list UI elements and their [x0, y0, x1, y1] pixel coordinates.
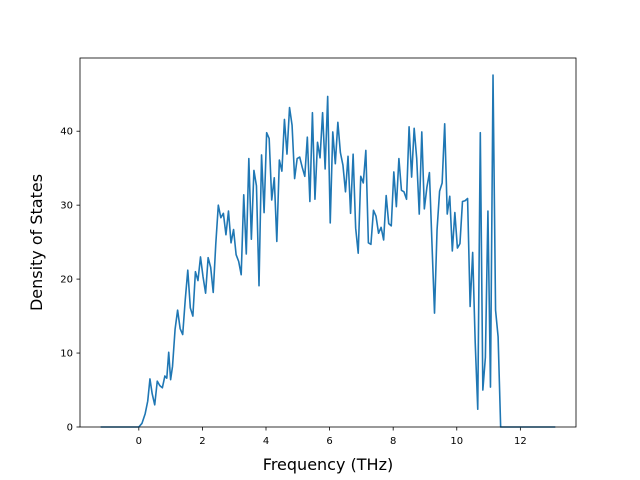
x-tick-label: 2: [199, 436, 205, 447]
x-tick-label: 12: [514, 436, 527, 447]
y-tick-label: 10: [60, 349, 73, 360]
x-tick-label: 6: [326, 436, 332, 447]
plot-area-frame: [79, 57, 577, 428]
y-tick-label: 20: [60, 275, 73, 286]
x-axis-label: Frequency (THz): [263, 455, 393, 474]
dos-series-line: [100, 74, 556, 428]
y-tick-label: 0: [67, 423, 73, 434]
x-tick-label: 4: [263, 436, 269, 447]
y-axis-label: Density of States: [27, 174, 46, 311]
y-tick-label: 30: [60, 201, 73, 212]
x-tick-label: 0: [136, 436, 142, 447]
y-tick-label: 40: [60, 127, 73, 138]
y-ticks: 0 10 20 30 40: [60, 127, 80, 434]
x-tick-label: 10: [450, 436, 463, 447]
x-ticks: 0 2 4 6 8 10 12: [136, 427, 527, 447]
x-tick-label: 8: [390, 436, 396, 447]
